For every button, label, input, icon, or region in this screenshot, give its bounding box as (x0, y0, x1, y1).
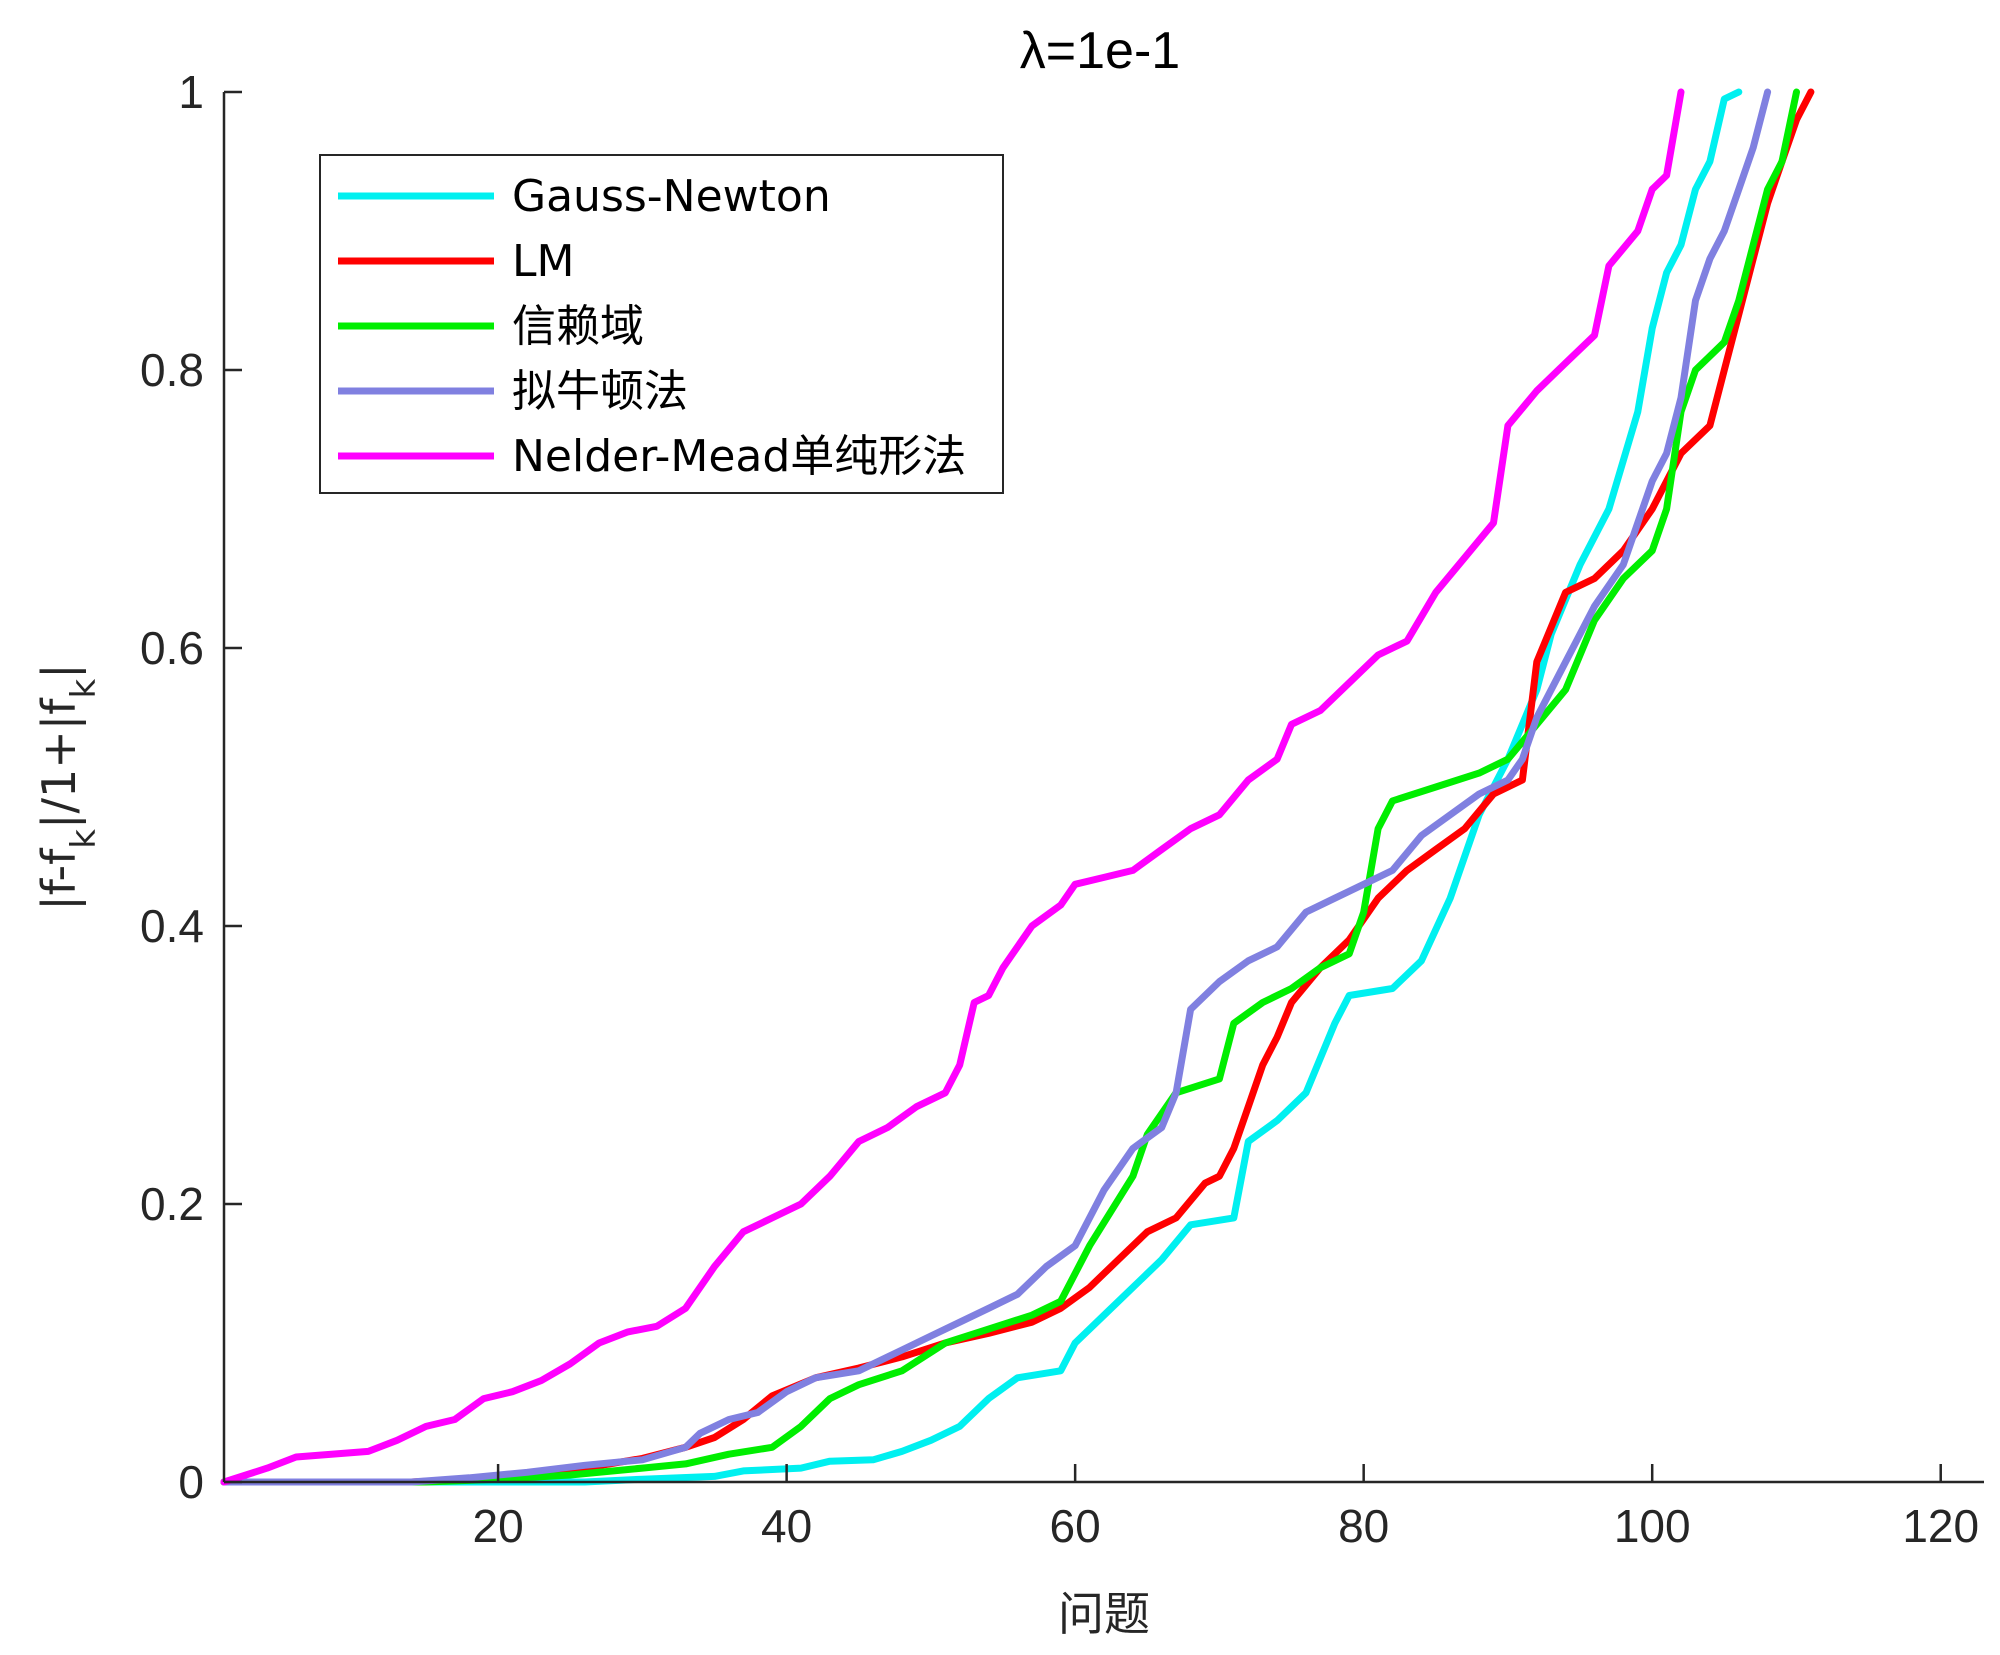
y-tick-label: 0.2 (140, 1178, 204, 1230)
legend-label: 拟牛顿法 (512, 366, 688, 417)
ticks-layer: 20 40 60 80 100 120 0 0.2 0.4 0.6 0.8 1 (140, 66, 1979, 1552)
legend-label: 信赖域 (512, 301, 644, 352)
y-tick-label: 0.8 (140, 344, 204, 396)
x-tick-label: 80 (1338, 1500, 1389, 1552)
legend-label: LM (512, 236, 574, 287)
series-line-4 (220, 88, 1772, 1486)
axes-layer (222, 92, 1984, 1484)
legend-label: Gauss-Newton (512, 171, 831, 222)
x-tick-label: 60 (1050, 1500, 1101, 1552)
series-layer (220, 88, 1815, 1486)
legend-label: Nelder-Mead单纯形法 (512, 431, 966, 482)
series-line-5 (220, 88, 1685, 1486)
y-tick-label: 1 (178, 66, 204, 118)
x-tick-label: 40 (761, 1500, 812, 1552)
y-tick-label: 0.4 (140, 900, 204, 952)
x-axis-title: 问题 (1058, 1587, 1150, 1641)
series-line-3 (220, 88, 1800, 1486)
y-tick-label: 0.6 (140, 622, 204, 674)
y-axis-title: |f-fk|/1+|fk| (32, 663, 104, 910)
x-tick-label: 20 (473, 1500, 524, 1552)
chart-title: λ=1e-1 (1020, 22, 1180, 80)
y-tick-label: 0 (178, 1456, 204, 1508)
x-tick-label: 120 (1902, 1500, 1979, 1552)
series-line-1 (220, 88, 1743, 1486)
x-tick-label: 100 (1614, 1500, 1691, 1552)
